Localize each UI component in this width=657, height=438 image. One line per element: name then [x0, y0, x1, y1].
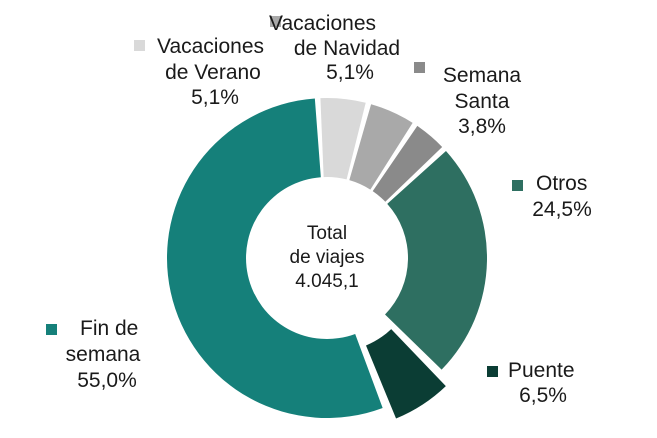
- slice-fin-de-semana: [166, 98, 383, 418]
- center-label: Total de viajes 4.045,1: [290, 223, 365, 292]
- slice-otros: [385, 151, 488, 370]
- slice-label-otros: Otros 24,5%: [512, 172, 592, 221]
- slice-name-line: Puente: [508, 359, 575, 382]
- center-label-line2: de viajes: [290, 247, 365, 268]
- slice-value-label: 5,1%: [191, 86, 239, 109]
- slice-name-line: Semana: [443, 64, 522, 87]
- slice-name-line: de Navidad: [294, 37, 400, 60]
- slice-value-label: 55,0%: [77, 369, 137, 392]
- slice-name-line: Santa: [455, 90, 510, 113]
- center-label-line1: Total: [307, 223, 347, 244]
- slice-name-line: Vacaciones: [157, 35, 264, 58]
- slice-name-line: de Verano: [165, 61, 261, 84]
- donut-slices: [166, 98, 488, 419]
- slice-puente: [366, 329, 446, 419]
- legend-marker: [414, 62, 425, 73]
- slice-label-fin-de-semana: Fin de semana 55,0%: [46, 317, 141, 392]
- legend-marker: [134, 40, 145, 51]
- slice-name-line: semana: [66, 343, 141, 366]
- slice-vacaciones-de-navidad: [349, 104, 413, 190]
- slice-semana-santa: [372, 125, 443, 202]
- slice-value-label: 3,8%: [458, 115, 506, 138]
- legend-marker: [512, 180, 523, 191]
- slice-value-label: 5,1%: [326, 61, 374, 84]
- legend-marker: [270, 16, 281, 27]
- slice-value-label: 6,5%: [519, 384, 567, 407]
- slice-value-label: 24,5%: [532, 198, 592, 221]
- legend-marker: [487, 366, 498, 377]
- slice-name-line: Vacaciones: [269, 12, 376, 35]
- slice-vacaciones-de-verano: [320, 98, 366, 180]
- slice-name-line: Otros: [536, 172, 587, 195]
- slice-name-line: Fin de: [80, 317, 138, 340]
- legend-marker: [46, 324, 57, 335]
- center-total-value: 4.045,1: [295, 271, 358, 292]
